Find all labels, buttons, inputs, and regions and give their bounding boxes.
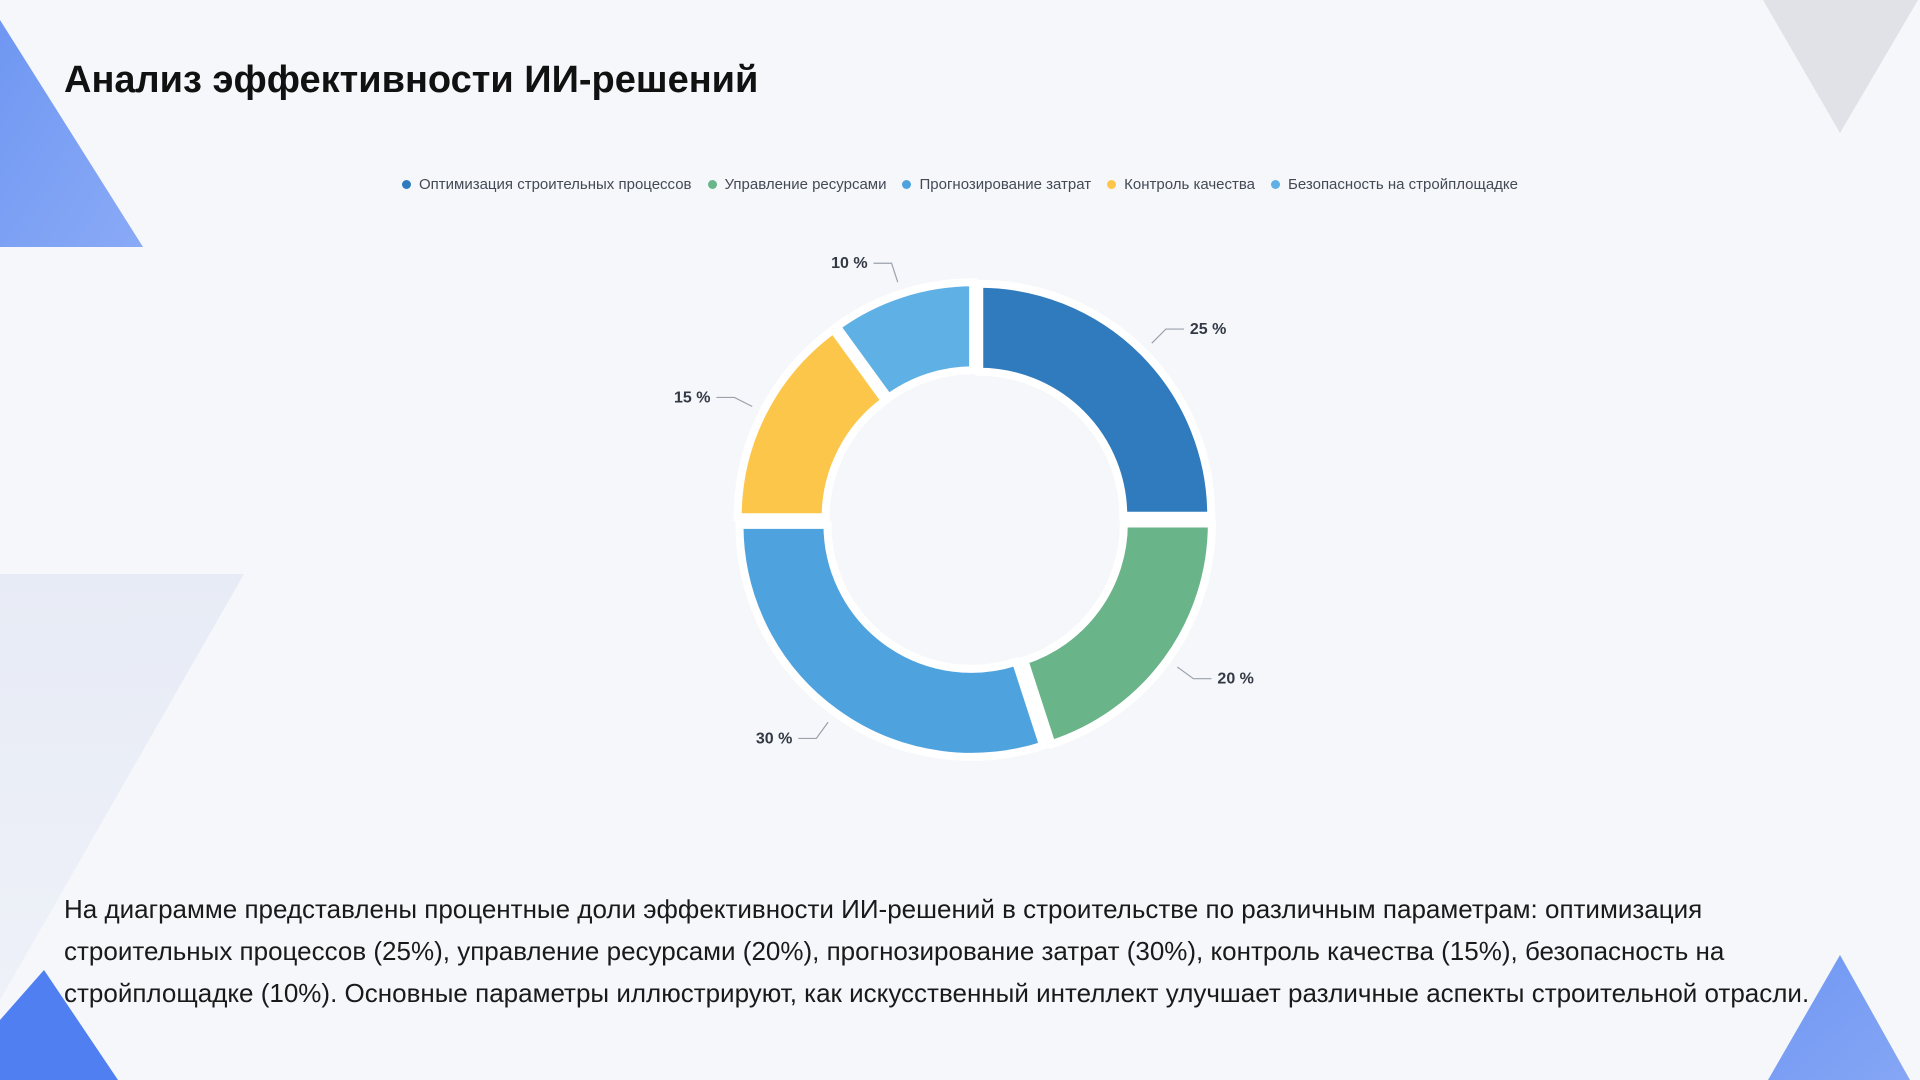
legend-label: Оптимизация строительных процессов (418, 176, 692, 193)
page-title: Анализ эффективности ИИ-решений (64, 59, 759, 101)
legend-marker (902, 180, 912, 189)
legend-item[interactable]: Оптимизация строительных процессов (401, 176, 692, 193)
bottom-right-decor-triangle (1760, 950, 1920, 1080)
donut-slice[interactable] (975, 279, 1216, 520)
legend-marker (707, 180, 717, 189)
legend-label: Управление ресурсами (724, 176, 887, 193)
legend-label: Контроль качества (1124, 176, 1256, 193)
label-leader-line (1151, 328, 1184, 344)
top-left-decor-triangle (0, 0, 150, 250)
donut-slice[interactable] (735, 520, 1049, 761)
legend-label: Безопасность на стройплощадке (1288, 176, 1519, 193)
chart-legend: Оптимизация строительных процессов Управл… (0, 176, 1920, 193)
donut-slice[interactable] (1019, 519, 1216, 750)
top-right-decor-triangle (1760, 0, 1920, 140)
legend-item[interactable]: Безопасность на стройплощадке (1271, 176, 1518, 193)
legend-item[interactable]: Управление ресурсами (707, 176, 887, 193)
legend-marker (1271, 180, 1281, 189)
legend-item[interactable]: Контроль качества (1107, 176, 1255, 193)
left-decor-panel (0, 570, 250, 1010)
legend-marker (1107, 180, 1117, 189)
slice-value-label: 20 % (1217, 671, 1253, 688)
slice-value-label: 30 % (756, 730, 792, 747)
donut-slice[interactable] (733, 323, 891, 522)
legend-item[interactable]: Прогнозирование затрат (902, 176, 1091, 193)
label-leader-line (798, 721, 829, 740)
slice-value-label: 25 % (1190, 321, 1226, 338)
donut-chart: 25 % 20 % 30 % 15 % 10 % (673, 255, 1254, 761)
slice-value-label: 10 % (831, 255, 867, 272)
donut-slice[interactable] (831, 278, 978, 404)
chart-description: На диаграмме представлены процентные дол… (64, 894, 1810, 1008)
label-leader-line (716, 396, 753, 408)
slice-value-label: 15 % (674, 389, 710, 406)
label-leader-line (1176, 666, 1212, 680)
legend-label: Прогнозирование затрат (919, 176, 1092, 193)
label-leader-line (873, 262, 899, 283)
bottom-left-decor-triangle (0, 960, 130, 1080)
legend-marker (401, 180, 411, 189)
